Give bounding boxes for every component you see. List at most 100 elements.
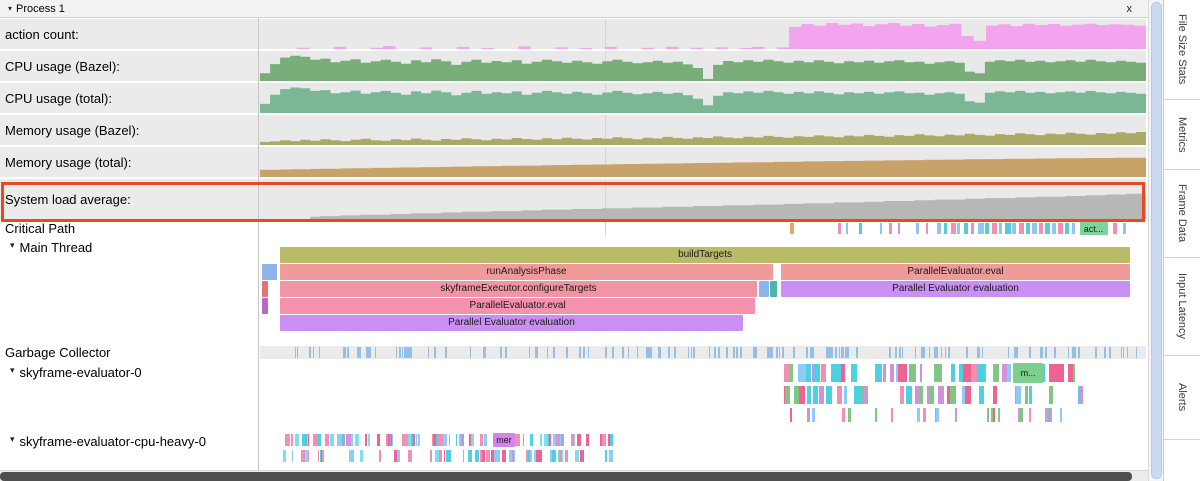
trace-tick[interactable] <box>586 434 589 446</box>
trace-tick[interactable] <box>1078 386 1083 404</box>
trace-tick[interactable] <box>408 434 412 446</box>
trace-tick[interactable] <box>627 347 630 358</box>
trace-tick[interactable] <box>539 434 543 446</box>
trace-tick[interactable] <box>820 364 826 382</box>
trace-tick[interactable] <box>1052 223 1057 234</box>
trace-tick[interactable] <box>1095 347 1097 358</box>
trace-tick[interactable] <box>543 434 548 446</box>
trace-tick[interactable] <box>965 386 972 404</box>
trace-tick[interactable] <box>1029 386 1032 404</box>
trace-tick[interactable] <box>480 450 482 462</box>
trace-tick[interactable] <box>851 364 858 382</box>
skyframe-evaluator-0-strip-2[interactable] <box>260 407 1146 423</box>
trace-tick[interactable] <box>556 434 561 446</box>
trace-tick[interactable] <box>637 347 639 358</box>
main-thread-bars[interactable]: buildTargets runAnalysisPhase ParallelEval… <box>260 237 1146 344</box>
trace-tick[interactable] <box>646 347 650 358</box>
trace-slice[interactable] <box>261 264 277 280</box>
trace-tick[interactable] <box>1016 386 1021 404</box>
trace-tick[interactable] <box>508 450 513 462</box>
trace-tick[interactable] <box>1028 347 1032 358</box>
trace-tick[interactable] <box>982 347 984 358</box>
trace-tick[interactable] <box>997 408 1000 422</box>
memory-total-chart[interactable] <box>260 147 1146 177</box>
trace-tick[interactable] <box>404 347 406 358</box>
tab-input-latency[interactable]: Input Latency <box>1164 258 1200 356</box>
trace-tick[interactable] <box>368 434 371 446</box>
cpu-heavy-strip-0[interactable]: mer <box>260 433 1146 447</box>
trace-tick[interactable] <box>1025 223 1030 234</box>
trace-tick[interactable] <box>448 434 451 446</box>
trace-tick[interactable] <box>318 347 321 358</box>
trace-tick[interactable] <box>978 386 985 404</box>
trace-slice[interactable]: skyframeExecutor.configureTargets <box>280 281 758 297</box>
trace-tick[interactable] <box>992 364 1000 382</box>
garbage-collector-chart[interactable] <box>260 345 1146 360</box>
trace-tick[interactable] <box>929 386 935 404</box>
trace-tick[interactable] <box>792 347 796 358</box>
trace-tick[interactable] <box>608 434 610 446</box>
trace-tick[interactable] <box>940 347 943 358</box>
trace-tick[interactable] <box>935 347 938 358</box>
trace-tick[interactable] <box>825 347 827 358</box>
trace-tick[interactable] <box>875 408 877 422</box>
trace-tick[interactable] <box>831 347 833 358</box>
trace-tick[interactable] <box>1020 408 1023 422</box>
trace-tick[interactable] <box>560 434 564 446</box>
trace-tick[interactable] <box>402 347 404 358</box>
trace-tick[interactable] <box>897 223 900 234</box>
trace-tick[interactable] <box>471 434 474 446</box>
trace-slice[interactable]: ParallelEvaluator.eval <box>280 298 756 314</box>
trace-tick[interactable] <box>1059 408 1063 422</box>
trace-tick[interactable] <box>346 434 352 446</box>
trace-tick[interactable] <box>895 347 897 358</box>
trace-tick[interactable] <box>880 223 883 234</box>
trace-tick[interactable] <box>938 386 944 404</box>
trace-tick[interactable] <box>958 364 964 382</box>
trace-tick[interactable] <box>526 450 531 462</box>
trace-tick[interactable] <box>566 450 569 462</box>
trace-tick[interactable] <box>1072 347 1075 358</box>
trace-tick[interactable] <box>1018 408 1020 422</box>
trace-tick[interactable] <box>838 347 840 358</box>
trace-tick[interactable] <box>834 347 837 358</box>
trace-tick[interactable] <box>434 347 436 358</box>
trace-tick[interactable] <box>401 434 403 446</box>
trace-tick[interactable] <box>971 223 975 234</box>
trace-tick[interactable] <box>610 434 613 446</box>
trace-tick[interactable] <box>860 386 867 404</box>
trace-tick[interactable] <box>889 364 895 382</box>
trace-tick[interactable] <box>490 450 495 462</box>
trace-tick[interactable] <box>329 434 335 446</box>
trace-tick[interactable] <box>437 434 440 446</box>
trace-tick[interactable] <box>398 347 401 358</box>
trace-tick[interactable] <box>530 434 533 446</box>
tab-frame-data[interactable]: Frame Data <box>1164 170 1200 258</box>
trace-tick[interactable] <box>621 347 624 358</box>
trace-slice[interactable] <box>770 281 777 297</box>
trace-tick[interactable] <box>605 450 607 462</box>
trace-tick[interactable] <box>474 450 479 462</box>
trace-tick[interactable] <box>514 434 518 446</box>
trace-tick[interactable] <box>431 434 434 446</box>
trace-tick[interactable] <box>1056 364 1064 382</box>
trace-tick[interactable] <box>356 347 359 358</box>
trace-tick[interactable] <box>843 386 848 404</box>
trace-tick[interactable] <box>915 223 919 234</box>
trace-tick[interactable] <box>901 347 903 358</box>
trace-slice[interactable] <box>758 281 769 297</box>
trace-tick[interactable] <box>364 434 367 446</box>
trace-tick[interactable] <box>1071 223 1075 234</box>
collapse-arrow-icon[interactable]: ▾ <box>10 434 15 444</box>
trace-tick[interactable] <box>770 347 773 358</box>
trace-tick[interactable] <box>943 223 947 234</box>
trace-tick[interactable] <box>841 364 845 382</box>
trace-tick[interactable] <box>783 364 791 382</box>
trace-tick[interactable] <box>1113 223 1118 234</box>
trace-tick[interactable] <box>790 364 793 382</box>
action-count-chart[interactable] <box>260 19 1146 49</box>
trace-tick[interactable] <box>998 223 1002 234</box>
trace-tick[interactable] <box>552 347 555 358</box>
trace-tick[interactable] <box>810 347 813 358</box>
trace-tick[interactable] <box>923 347 926 358</box>
